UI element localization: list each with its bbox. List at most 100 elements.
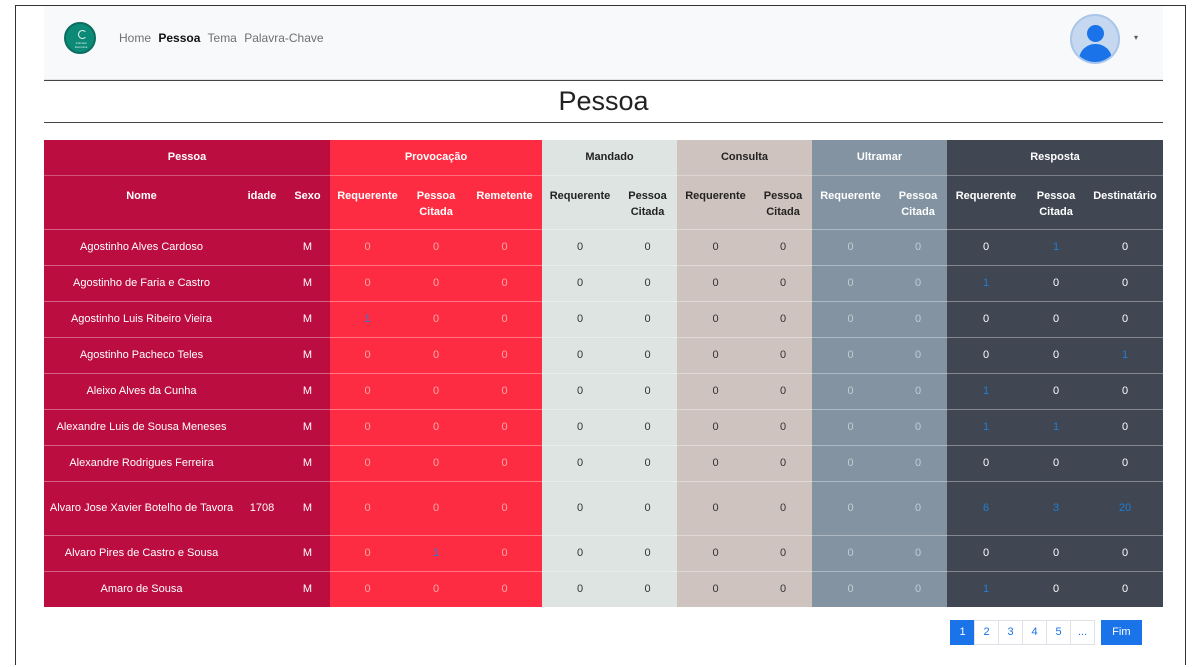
col-header-provocacao-pessoa-citada[interactable]: Pessoa Citada: [405, 174, 467, 229]
page-button-5[interactable]: 5: [1046, 620, 1071, 645]
cell-idade: [239, 570, 285, 607]
cell-resposta-requerente[interactable]: 6: [947, 480, 1025, 535]
cell-resposta-requerente[interactable]: 1: [947, 570, 1025, 607]
col-header-mandado-requerente[interactable]: Requerente: [542, 174, 618, 229]
cell-resposta-pessoa-citada[interactable]: 3: [1025, 480, 1087, 535]
cell-nome[interactable]: Alexandre Rodrigues Ferreira: [44, 444, 239, 481]
col-header-ultramar-requerente[interactable]: Requerente: [812, 174, 889, 229]
cell-resposta-pessoa-citada: 0: [1025, 534, 1087, 571]
cell-ultramar-pessoa-citada: 0: [889, 444, 947, 481]
cell-mandado-requerente: 0: [542, 336, 618, 373]
nav-links: Home Pessoa Tema Palavra-Chave: [119, 31, 328, 45]
cell-consulta-pessoa-citada: 0: [754, 264, 812, 301]
cell-nome[interactable]: Alvaro Jose Xavier Botelho de Tavora: [44, 480, 239, 535]
cell-resposta-pessoa-citada[interactable]: 1: [1025, 228, 1087, 265]
cell-nome[interactable]: Alexandre Luis de Sousa Meneses: [44, 408, 239, 445]
cell-ultramar-pessoa-citada: 0: [889, 534, 947, 571]
page-button-3[interactable]: 3: [998, 620, 1023, 645]
cell-resposta-requerente[interactable]: 1: [947, 408, 1025, 445]
cell-mandado-requerente: 0: [542, 444, 618, 481]
cell-ultramar-pessoa-citada: 0: [889, 570, 947, 607]
cell-provocacao-requerente: 0: [330, 480, 405, 535]
col-header-resposta-requerente[interactable]: Requerente: [947, 174, 1025, 229]
page-button-last[interactable]: Fim: [1101, 620, 1142, 645]
user-avatar-icon[interactable]: [1070, 14, 1120, 64]
cell-provocacao-remetente: 0: [467, 570, 542, 607]
cell-resposta-requerente[interactable]: 1: [947, 372, 1025, 409]
cell-nome[interactable]: Aleixo Alves da Cunha: [44, 372, 239, 409]
cell-ultramar-pessoa-citada: 0: [889, 480, 947, 535]
col-header-ultramar-pessoa-citada[interactable]: Pessoa Citada: [889, 174, 947, 229]
cell-provocacao-requerente[interactable]: 1: [330, 300, 405, 337]
chevron-down-icon[interactable]: ▾: [1134, 33, 1139, 42]
cell-consulta-pessoa-citada: 0: [754, 444, 812, 481]
col-header-mandado-pessoa-citada[interactable]: Pessoa Citada: [618, 174, 677, 229]
col-header-consulta-requerente[interactable]: Requerente: [677, 174, 754, 229]
cell-sexo: M: [285, 480, 330, 535]
avatar-body: [1079, 44, 1112, 62]
cell-sexo: M: [285, 444, 330, 481]
cell-ultramar-requerente: 0: [812, 372, 889, 409]
cell-resposta-pessoa-citada[interactable]: 1: [1025, 408, 1087, 445]
cell-provocacao-requerente: 0: [330, 534, 405, 571]
cell-mandado-requerente: 0: [542, 264, 618, 301]
page-button-4[interactable]: 4: [1022, 620, 1047, 645]
cell-consulta-pessoa-citada: 0: [754, 480, 812, 535]
cell-provocacao-pessoa-citada: 0: [405, 336, 467, 373]
cell-sexo: M: [285, 228, 330, 265]
cell-mandado-requerente: 0: [542, 300, 618, 337]
cell-resposta-destinatario[interactable]: 1: [1087, 336, 1163, 373]
page-button-2[interactable]: 2: [974, 620, 999, 645]
cell-sexo: M: [285, 372, 330, 409]
col-header-provocacao-remetente[interactable]: Remetente: [467, 174, 542, 229]
cell-consulta-requerente: 0: [677, 444, 754, 481]
cell-mandado-pessoa-citada: 0: [618, 534, 677, 571]
nav-link-palavra-chave[interactable]: Palavra-Chave: [244, 31, 324, 45]
col-header-resposta-pessoa-citada[interactable]: Pessoa Citada: [1025, 174, 1087, 229]
cell-resposta-destinatario: 0: [1087, 408, 1163, 445]
header-citada: Citada: [901, 205, 935, 218]
cell-consulta-requerente: 0: [677, 480, 754, 535]
cell-idade: [239, 228, 285, 265]
cell-nome[interactable]: Amaro de Sousa: [44, 570, 239, 607]
cell-provocacao-remetente: 0: [467, 228, 542, 265]
cell-provocacao-remetente: 0: [467, 264, 542, 301]
cell-consulta-pessoa-citada: 0: [754, 336, 812, 373]
cell-provocacao-pessoa-citada[interactable]: 1: [405, 534, 467, 571]
col-header-provocacao-requerente[interactable]: Requerente: [330, 174, 405, 229]
cell-nome[interactable]: Agostinho Luis Ribeiro Vieira: [44, 300, 239, 337]
cell-idade: [239, 372, 285, 409]
cell-resposta-pessoa-citada: 0: [1025, 336, 1087, 373]
nav-link-pessoa[interactable]: Pessoa: [158, 31, 201, 45]
col-header-consulta-pessoa-citada[interactable]: Pessoa Citada: [754, 174, 812, 229]
cell-nome[interactable]: Agostinho Alves Cardoso: [44, 228, 239, 265]
page-button-1[interactable]: 1: [950, 620, 975, 645]
cell-provocacao-remetente: 0: [467, 336, 542, 373]
cell-consulta-pessoa-citada: 0: [754, 570, 812, 607]
cell-nome[interactable]: Agostinho de Faria e Castro: [44, 264, 239, 301]
nav-link-tema[interactable]: Tema: [207, 31, 237, 45]
cell-sexo: M: [285, 534, 330, 571]
cell-resposta-pessoa-citada: 0: [1025, 300, 1087, 337]
cell-resposta-requerente[interactable]: 1: [947, 264, 1025, 301]
col-header-sexo[interactable]: Sexo: [285, 174, 330, 229]
cell-sexo: M: [285, 264, 330, 301]
cell-nome[interactable]: Alvaro Pires de Castro e Sousa: [44, 534, 239, 571]
cell-mandado-pessoa-citada: 0: [618, 336, 677, 373]
cell-provocacao-pessoa-citada: 0: [405, 372, 467, 409]
col-header-resposta-destinatario[interactable]: Destinatário: [1087, 174, 1163, 229]
table-row: Alexandre Luis de Sousa Meneses M 0 0 0 0 0 0 0 0…: [44, 408, 1163, 445]
cell-resposta-requerente: 0: [947, 228, 1025, 265]
cell-resposta-pessoa-citada: 0: [1025, 570, 1087, 607]
logo[interactable]: Colonial Dominica: [64, 22, 96, 54]
cell-nome[interactable]: Agostinho Pacheco Teles: [44, 336, 239, 373]
cell-resposta-destinatario: 0: [1087, 372, 1163, 409]
col-header-nome[interactable]: Nome: [44, 174, 239, 229]
cell-ultramar-requerente: 0: [812, 336, 889, 373]
cell-resposta-destinatario[interactable]: 20: [1087, 480, 1163, 535]
cell-ultramar-requerente: 0: [812, 480, 889, 535]
table-row: Aleixo Alves da Cunha M 0 0 0 0 0 0 0 0 0 1 0 0: [44, 372, 1163, 409]
col-header-idade[interactable]: idade: [239, 174, 285, 229]
cell-consulta-requerente: 0: [677, 372, 754, 409]
nav-link-home[interactable]: Home: [119, 31, 152, 45]
